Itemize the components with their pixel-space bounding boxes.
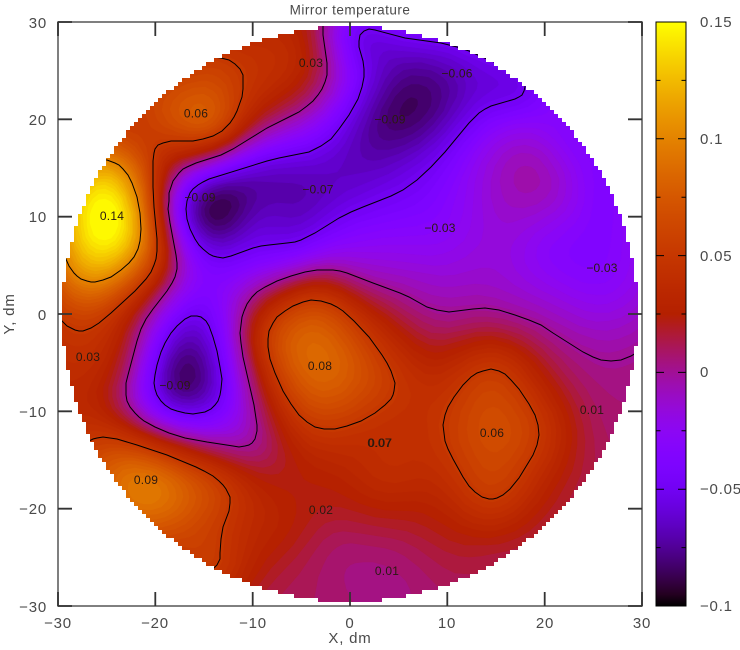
svg-text:0.14: 0.14	[100, 209, 124, 223]
svg-text:0: 0	[345, 615, 354, 632]
svg-text:10: 10	[438, 615, 456, 632]
svg-text:X, dm: X, dm	[328, 630, 371, 647]
svg-text:0.07: 0.07	[367, 436, 391, 450]
svg-text:−10: −10	[19, 404, 47, 421]
svg-text:−0.09: −0.09	[184, 191, 215, 205]
svg-text:−0.06: −0.06	[441, 67, 472, 81]
svg-text:−0.07: −0.07	[302, 183, 333, 197]
svg-text:−0.03: −0.03	[424, 221, 455, 235]
svg-text:0.05: 0.05	[700, 248, 732, 265]
svg-text:20: 20	[29, 112, 47, 129]
svg-text:Y, dm: Y, dm	[1, 293, 18, 334]
svg-text:0.02: 0.02	[309, 503, 333, 517]
svg-text:Mirror temperature: Mirror temperature	[290, 3, 411, 18]
svg-text:−0.05: −0.05	[700, 481, 740, 498]
svg-text:0.06: 0.06	[184, 107, 208, 121]
svg-text:30: 30	[633, 615, 651, 632]
svg-text:0.03: 0.03	[299, 56, 323, 70]
svg-text:−20: −20	[141, 615, 169, 632]
svg-text:0.1: 0.1	[700, 131, 723, 148]
svg-text:−30: −30	[44, 615, 72, 632]
svg-text:0.07: 0.07	[368, 436, 392, 450]
svg-text:0.09: 0.09	[134, 473, 158, 487]
svg-text:0.03: 0.03	[76, 350, 100, 364]
svg-text:−0.1: −0.1	[700, 598, 733, 615]
svg-text:−30: −30	[19, 599, 47, 616]
svg-text:−0.03: −0.03	[586, 261, 617, 275]
svg-text:0.15: 0.15	[700, 14, 732, 31]
svg-text:−10: −10	[239, 615, 267, 632]
svg-text:10: 10	[29, 209, 47, 226]
svg-text:0.06: 0.06	[480, 426, 504, 440]
svg-text:−20: −20	[19, 501, 47, 518]
svg-text:0: 0	[700, 364, 709, 381]
svg-text:0: 0	[38, 307, 47, 324]
svg-text:−0.09: −0.09	[374, 113, 405, 127]
svg-text:20: 20	[536, 615, 554, 632]
svg-text:−0.09: −0.09	[159, 379, 190, 393]
svg-text:0.01: 0.01	[375, 564, 399, 578]
svg-text:30: 30	[29, 15, 47, 32]
svg-text:0.08: 0.08	[308, 359, 332, 373]
svg-text:0.01: 0.01	[580, 403, 604, 417]
